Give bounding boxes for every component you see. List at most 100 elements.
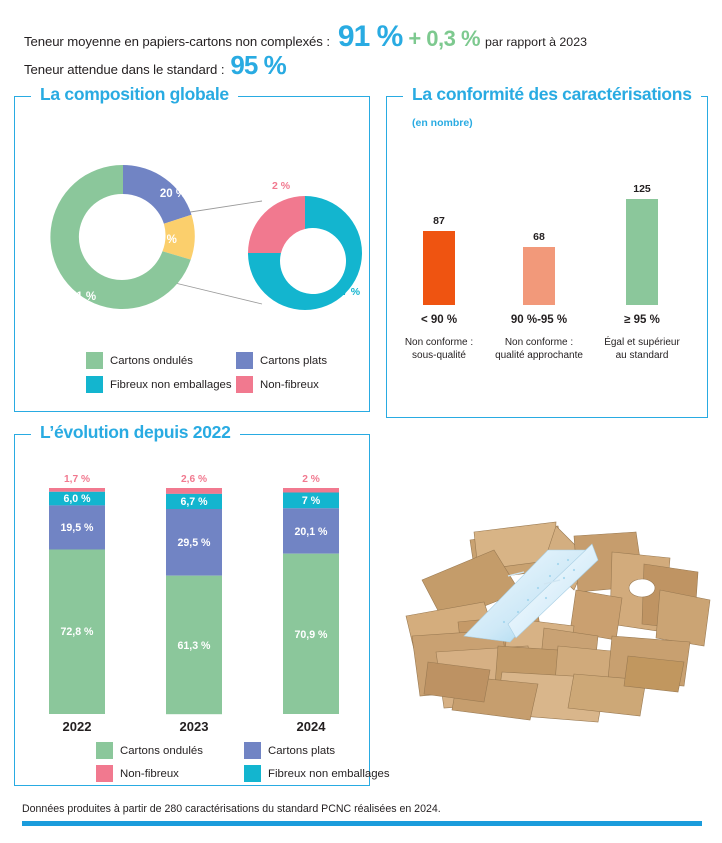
seg-2023-cartons-ondules	[166, 575, 222, 715]
average-delta-suffix: par rapport à 2023	[485, 35, 587, 49]
year-2023: 2023	[180, 719, 209, 734]
panel-composition: La composition globale	[14, 84, 370, 412]
label-2023-non-fibreux: 2,6 %	[181, 474, 207, 485]
legend-item-cartons-plats: Cartons plats	[236, 352, 366, 369]
legend-composition: Cartons ondulés Cartons plats Fibreux no…	[86, 352, 366, 393]
standard-value: 95 %	[230, 50, 286, 80]
legend-item-non-fibreux-evolution: Non-fibreux	[96, 765, 244, 782]
average-delta: + 0,3 %	[408, 26, 481, 51]
legend-item-fibreux-non-emballages: Fibreux non emballages	[86, 376, 236, 393]
sub-90-95-l1: Non conforme :	[505, 337, 573, 348]
panel-evolution: L’évolution depuis 2022	[14, 422, 370, 786]
cat-under-90: < 90 %	[421, 314, 457, 326]
label-2024-fibreux: 7 %	[302, 495, 321, 507]
stack-2022	[49, 488, 105, 714]
label-2024-cartons-plats: 20,1 %	[295, 526, 329, 538]
swatch-green-icon	[86, 352, 103, 369]
seg-2023-cartons-plats	[166, 509, 222, 576]
panel-conformity-title: La conformité des caractérisations	[403, 84, 701, 105]
label-2023-fibreux: 6,7 %	[180, 496, 208, 508]
legend-label: Cartons ondulés	[110, 354, 193, 367]
evolution-stacked-bar-chart: 1,7 % 2,6 % 2 % 6,0 % 19,5 % 72,8 % 6,7 …	[49, 474, 339, 734]
legend-evolution: Cartons ondulés Cartons plats Non-fibreu…	[96, 742, 390, 782]
slice-autres-9	[162, 214, 195, 260]
panel-evolution-title: L’évolution depuis 2022	[31, 422, 240, 443]
slice-fibreux-non-emballages	[248, 196, 362, 310]
sub-over-95-l2: au standard	[616, 350, 669, 361]
label-2022-cartons-plats: 19,5 %	[61, 522, 95, 534]
slice-non-fibreux	[248, 196, 305, 253]
bar-sublabels: Non conforme : sous-qualité Non conforme…	[405, 335, 681, 361]
label-2-percent: 2 %	[272, 180, 291, 192]
label-71-percent: 71 %	[70, 291, 96, 303]
seg-2023-non-fibreux	[166, 488, 222, 494]
composition-donut-chart: 20 % 9 % 71 % 2 % 7 %	[50, 164, 362, 310]
label-2022-fibreux: 6,0 %	[63, 493, 91, 505]
legend-item-cartons-ondules: Cartons ondulés	[86, 352, 236, 369]
stack-inner-labels: 6,0 % 19,5 % 72,8 % 6,7 % 29,5 % 61,3 % …	[61, 493, 329, 652]
detail-donut	[248, 196, 362, 310]
average-label: Teneur moyenne en papiers-cartons non co…	[24, 34, 330, 49]
bars	[423, 199, 658, 305]
legend-item-cartons-ondules-evolution: Cartons ondulés	[96, 742, 244, 759]
average-value: 91 %	[337, 20, 403, 53]
swatch-cyan-icon	[244, 765, 261, 782]
panel-conformity-subtitle: (en nombre)	[412, 117, 473, 129]
stack-outer-labels: 1,7 % 2,6 % 2 %	[64, 474, 320, 485]
cardboard-pile-photo	[405, 521, 711, 723]
sub-90-95-l2: qualité approchante	[495, 350, 583, 361]
swatch-pink-icon	[236, 376, 253, 393]
cat-90-95: 90 %-95 %	[511, 314, 567, 326]
label-9-percent: 9 %	[157, 234, 177, 246]
year-2022: 2022	[63, 719, 92, 734]
legend-label: Fibreux non emballages	[110, 378, 232, 391]
slice-cartons-ondules	[50, 164, 191, 309]
label-2023-cartons-plats: 29,5 %	[178, 537, 212, 549]
panel-conformity: La conformité des caractérisations (en n…	[386, 84, 708, 418]
legend-label: Cartons plats	[260, 354, 328, 367]
bar-value-68: 68	[533, 231, 545, 243]
header: Teneur moyenne en papiers-cartons non co…	[0, 0, 722, 80]
footer-note: Données produites à partir de 280 caract…	[22, 803, 441, 815]
blue-sheet	[463, 543, 599, 643]
seg-2022-fibreux	[49, 491, 105, 506]
seg-2024-non-fibreux	[283, 488, 339, 493]
sub-under-90-l2: sous-qualité	[412, 350, 466, 361]
legend-item-fibreux-non-emballages-evolution: Fibreux non emballages	[244, 765, 390, 782]
sub-over-95-l1: Égal et supérieur	[604, 335, 680, 348]
swatch-purple-icon	[244, 742, 261, 759]
swatch-pink-icon	[96, 765, 113, 782]
stack-2024	[283, 488, 339, 714]
bar-value-labels: 87 68 125	[433, 183, 651, 243]
bar-category-labels: < 90 % 90 %-95 % ≥ 95 %	[421, 314, 660, 326]
bar-value-87: 87	[433, 215, 445, 227]
slice-cartons-plats	[123, 165, 192, 224]
footer-rule	[22, 821, 702, 826]
seg-2024-fibreux	[283, 492, 339, 509]
swatch-purple-icon	[236, 352, 253, 369]
legend-label: Cartons plats	[268, 744, 336, 757]
panel-composition-title: La composition globale	[31, 84, 238, 105]
seg-2024-cartons-plats	[283, 508, 339, 554]
label-2022-non-fibreux: 1,7 %	[64, 474, 90, 485]
sub-under-90-l1: Non conforme :	[405, 337, 473, 348]
cat-over-95: ≥ 95 %	[624, 314, 660, 326]
label-20-percent: 20 %	[160, 188, 186, 200]
seg-2022-cartons-ondules	[49, 549, 105, 714]
swatch-cyan-icon	[86, 376, 103, 393]
legend-item-non-fibreux: Non-fibreux	[236, 376, 366, 393]
label-7-percent: 7 %	[342, 286, 361, 298]
bar-over-95	[626, 199, 658, 305]
label-2024-cartons-ondules: 70,9 %	[295, 629, 329, 641]
bar-value-125: 125	[633, 183, 651, 195]
label-2023-cartons-ondules: 61,3 %	[178, 640, 212, 652]
seg-2022-cartons-plats	[49, 505, 105, 550]
legend-label: Cartons ondulés	[120, 744, 203, 757]
standard-label: Teneur attendue dans le standard :	[24, 62, 225, 77]
cardboard-pieces	[405, 521, 711, 723]
stack-year-labels: 2022 2023 2024	[63, 719, 327, 734]
header-line-average: Teneur moyenne en papiers-cartons non co…	[24, 22, 587, 52]
legend-label: Fibreux non emballages	[268, 767, 390, 780]
bar-90-95	[523, 247, 555, 305]
